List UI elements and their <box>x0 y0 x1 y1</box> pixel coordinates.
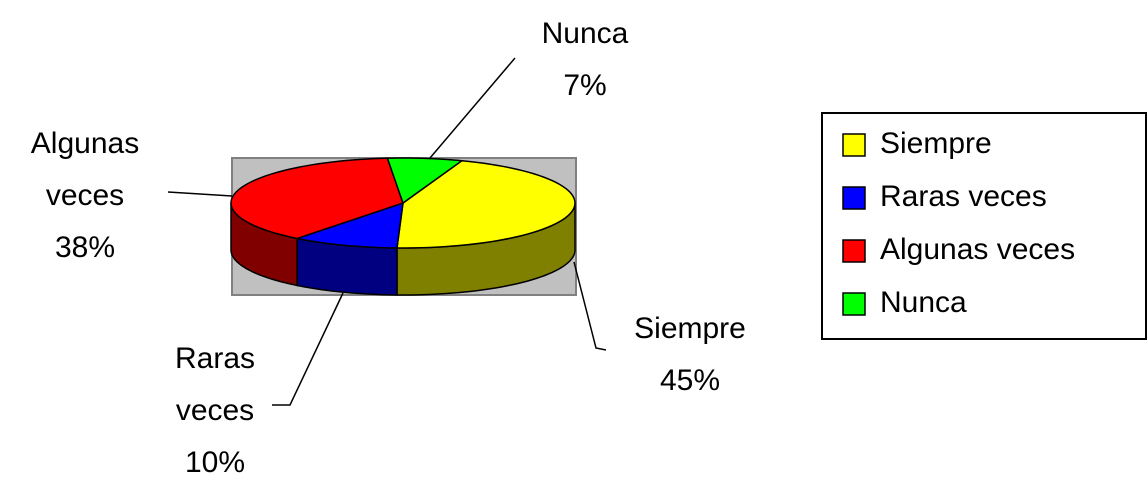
label-word: Raras <box>175 342 255 375</box>
slice <box>386 157 464 205</box>
label-word: veces <box>46 179 124 212</box>
legend-swatch <box>842 292 866 316</box>
leader-line <box>272 292 344 406</box>
legend-swatch <box>842 186 866 210</box>
leader-line <box>167 191 233 197</box>
legend-swatch <box>842 133 866 157</box>
data-label-value: 10% <box>185 446 245 477</box>
legend-label: Algunas veces <box>880 233 1075 266</box>
leader-line <box>429 57 516 159</box>
slice <box>396 159 576 249</box>
data-label-value: 7% <box>563 69 606 102</box>
legend-swatch <box>842 239 866 263</box>
legend-label: Raras veces <box>880 180 1047 213</box>
data-label-value: 45% <box>660 364 720 397</box>
label-word: Algunas <box>31 127 139 160</box>
data-label-value: 38% <box>55 231 115 264</box>
slice <box>294 201 404 249</box>
data-label-name: Raras veces <box>175 342 255 427</box>
legend-box <box>821 112 1147 340</box>
legend-label: Siempre <box>880 127 992 160</box>
leader-line <box>573 261 607 351</box>
label-word: veces <box>176 394 254 427</box>
data-label-name: Nunca <box>542 17 629 50</box>
slice <box>230 157 404 240</box>
label-word: Nunca <box>542 17 629 50</box>
label-word: Siempre <box>634 312 746 345</box>
legend-label: Nunca <box>880 286 967 319</box>
data-label-name: Siempre <box>634 312 746 345</box>
data-label-name: Algunas veces <box>31 127 139 212</box>
